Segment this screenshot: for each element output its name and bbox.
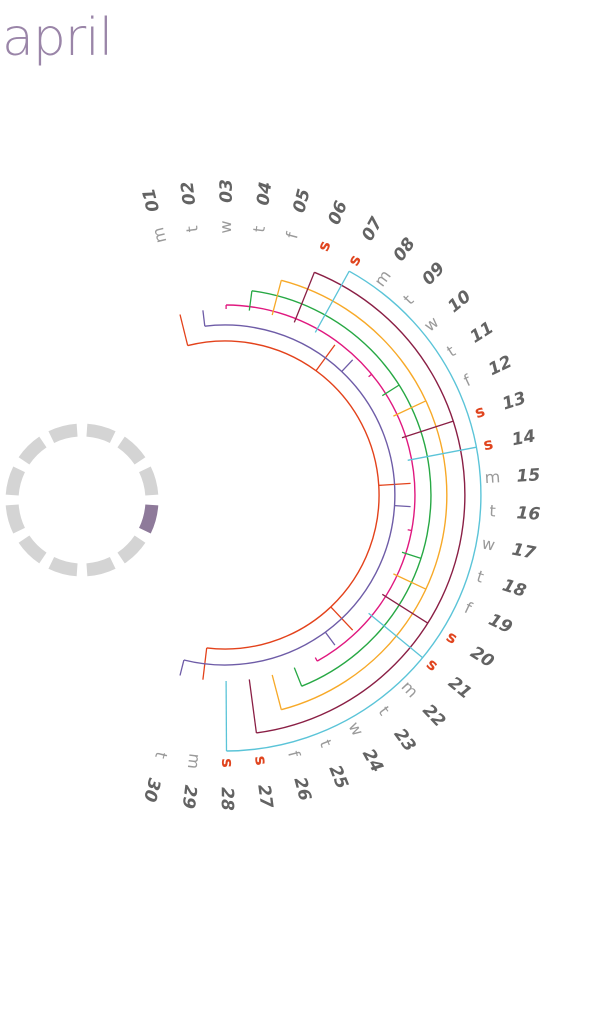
day-number: 22 (418, 701, 449, 732)
weekday-letter: s (482, 434, 495, 454)
day-number: 17 (510, 540, 537, 564)
weekday-letter: f (284, 749, 304, 760)
day-spoke (249, 679, 256, 733)
year-ring-segment (24, 442, 43, 461)
day-number: 29 (178, 784, 201, 810)
weekday-letter: t (375, 702, 394, 718)
day-spoke (272, 280, 281, 315)
year-ring-segment (51, 430, 77, 437)
day-spoke (342, 360, 353, 372)
day-number: 25 (325, 762, 352, 791)
day-number: 03 (217, 179, 237, 203)
day-spoke (395, 506, 411, 507)
year-ring-segment (145, 505, 152, 531)
weekday-branch (226, 305, 415, 661)
year-ring-segment (87, 563, 113, 570)
weekday-branch (272, 280, 447, 709)
day-number: 14 (510, 426, 537, 450)
day-number: 11 (467, 318, 498, 348)
weekday-letter: m (484, 467, 501, 487)
weekday-letter: s (423, 654, 442, 675)
weekday-letter: s (344, 251, 365, 269)
day-spoke (315, 658, 317, 662)
day-number: 13 (500, 388, 529, 414)
weekday-letter: w (344, 718, 367, 739)
weekday-letter: t (489, 501, 496, 520)
year-ring-segment (12, 469, 19, 495)
day-number: 06 (325, 198, 352, 228)
year-ring-segment (24, 539, 43, 558)
weekday-letter: s (218, 758, 237, 768)
weekday-branch (226, 271, 481, 751)
year-ring-segment (121, 539, 140, 558)
day-number: 30 (139, 776, 164, 804)
year-ring-segment (145, 469, 152, 495)
weekday-letter: m (148, 225, 170, 245)
weekday-letter: t (182, 225, 202, 233)
day-number: 10 (444, 286, 475, 317)
weekday-letter: f (461, 370, 474, 390)
day-number: 28 (217, 787, 237, 811)
year-ring-segment (121, 442, 140, 461)
day-number: 02 (178, 180, 201, 206)
day-number: 23 (390, 725, 420, 756)
day-number: 12 (485, 352, 515, 380)
weekday-letter: m (184, 752, 205, 770)
day-number: 18 (500, 575, 529, 601)
day-number: 01 (139, 186, 164, 214)
weekday-letter: s (472, 401, 487, 422)
weekday-letter: t (443, 341, 458, 360)
day-spoke (272, 675, 281, 710)
weekday-tree (180, 271, 481, 751)
day-spoke (294, 668, 301, 687)
day-spoke (408, 530, 412, 531)
day-number: 09 (418, 258, 449, 289)
day-number: 08 (390, 234, 420, 265)
day-spoke (402, 421, 453, 438)
year-ring-segment (87, 430, 113, 437)
day-number: 07 (358, 214, 387, 245)
weekday-letter: s (443, 627, 461, 648)
year-ring-segment (12, 505, 19, 531)
weekday-letter: s (313, 238, 334, 254)
year-ring-segment (51, 563, 77, 570)
day-spoke (249, 291, 252, 311)
day-number: 19 (485, 610, 515, 638)
day-number: 16 (516, 503, 541, 524)
day-spoke (369, 613, 423, 658)
weekday-letter: t (151, 750, 171, 761)
day-spoke (180, 315, 188, 346)
day-spoke (325, 632, 335, 645)
weekday-letter: w (480, 533, 496, 554)
weekday-letter: t (316, 737, 336, 750)
day-number: 24 (358, 746, 387, 776)
day-spoke (294, 272, 314, 322)
day-number: 05 (289, 187, 314, 215)
day-number: 26 (289, 775, 314, 803)
weekday-letter: t (399, 291, 417, 309)
weekday-letter: f (282, 230, 302, 241)
weekday-letter: s (251, 755, 271, 767)
day-number: 20 (467, 643, 498, 673)
weekday-letter: t (474, 567, 486, 587)
day-number: 04 (253, 181, 276, 207)
year-ring (12, 430, 152, 570)
day-number: 21 (444, 673, 475, 703)
day-spoke (382, 385, 399, 396)
weekday-letter: w (420, 312, 442, 335)
weekday-branch (180, 310, 411, 675)
day-number: 27 (253, 783, 276, 809)
day-spoke (180, 660, 184, 676)
weekday-branch (180, 315, 411, 680)
weekday-letter: t (249, 225, 269, 234)
weekday-letter: w (216, 220, 235, 233)
day-number: 15 (516, 465, 541, 486)
weekday-letter: f (462, 598, 475, 618)
